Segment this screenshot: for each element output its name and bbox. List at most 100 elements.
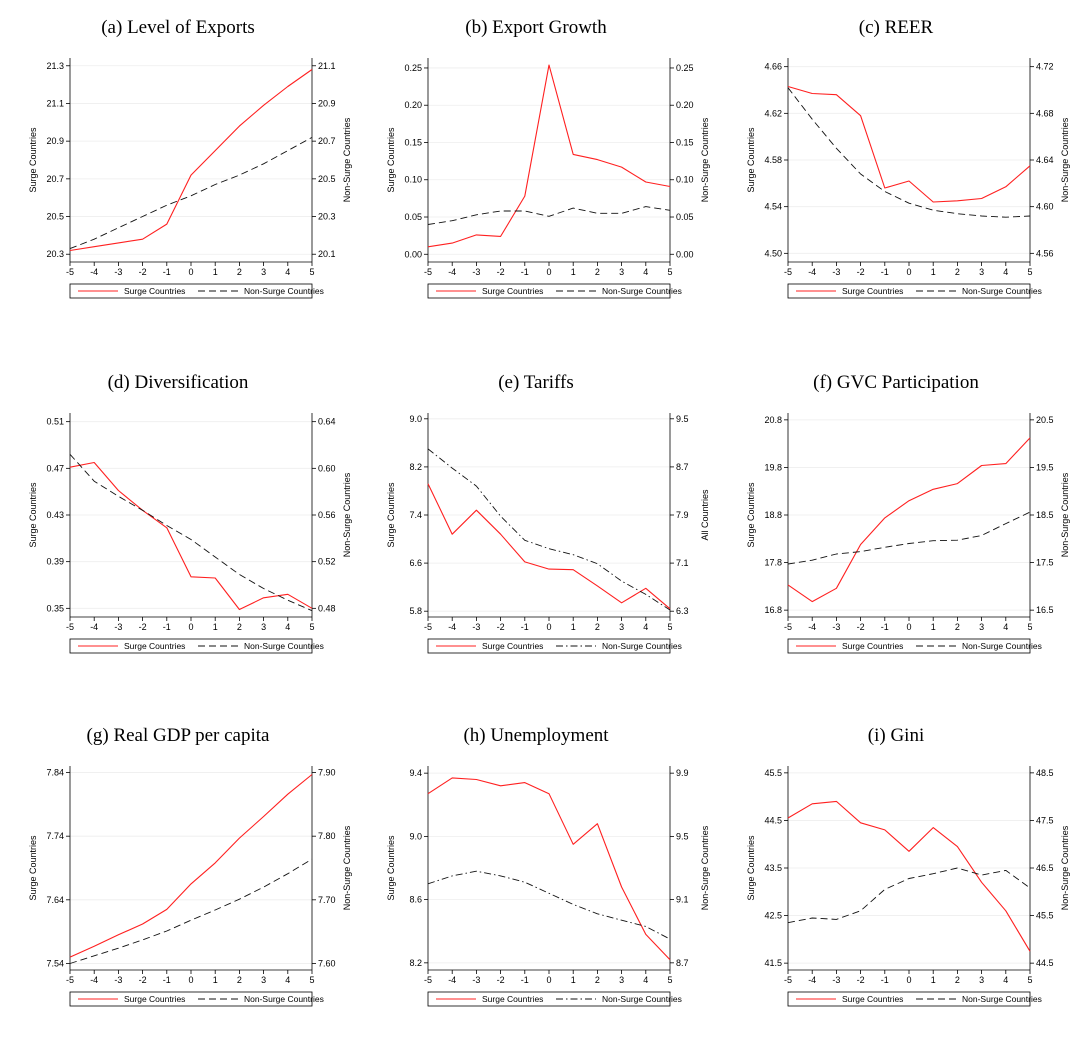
y-tick-label-right: 0.48 (318, 603, 336, 613)
y-tick-label-right: 44.5 (1036, 958, 1054, 968)
x-tick-label: -1 (163, 267, 171, 277)
y-tick-label-right: 7.60 (318, 958, 336, 968)
y-tick-label-left: 7.54 (46, 958, 64, 968)
y-tick-label-left: 41.5 (764, 958, 782, 968)
y-tick-label-left: 0.05 (404, 212, 422, 222)
chart-title: (h) Unemployment (463, 725, 609, 746)
chart-panel: (e) Tariffs 5.8 6.6 7.4 8.2 9.0 6.3 7.1 7.9 8.7 9.… (358, 355, 714, 690)
x-tick-label: -5 (424, 975, 432, 985)
x-tick-label: -4 (808, 267, 816, 277)
y-tick-label-left: 5.8 (409, 606, 422, 616)
series-line-nonsurge (69, 858, 313, 964)
legend-label-nonsurge: Non-Surge Countries (244, 286, 324, 296)
chart-panel: (g) Real GDP per capita 7.54 7.64 7.74 7.84 7… (0, 708, 356, 1043)
series-line-surge (69, 774, 313, 958)
x-tick-label: -5 (784, 622, 792, 632)
series-line-surge (427, 64, 671, 248)
y-tick-label-left: 8.6 (409, 895, 422, 905)
y-tick-label-left: 0.51 (46, 417, 64, 427)
chart-svg: (g) Real GDP per capita 7.54 7.64 7.74 7.84 7… (28, 725, 352, 1007)
y-tick-label-right: 20.7 (318, 136, 336, 146)
y-axis-title-left: Surge Countries (746, 482, 756, 548)
x-tick-label: -4 (90, 975, 98, 985)
y-axis-title-left: Surge Countries (386, 482, 396, 548)
y-tick-label-right: 7.9 (676, 510, 689, 520)
x-tick-label: -3 (472, 267, 480, 277)
legend-box (427, 283, 671, 299)
series-line-nonsurge (69, 453, 313, 612)
legend-label-surge: Surge Countries (842, 641, 903, 651)
chart-title: (i) Gini (868, 725, 924, 746)
legend-box (787, 638, 1031, 654)
legend-label-surge: Surge Countries (482, 994, 543, 1004)
legend-label-surge: Surge Countries (124, 641, 185, 651)
x-tick-label: -2 (857, 267, 865, 277)
x-tick-label: -1 (521, 975, 529, 985)
y-tick-label-right: 20.9 (318, 98, 336, 108)
series-line-nonsurge (69, 137, 313, 250)
x-tick-label: 3 (261, 622, 266, 632)
x-tick-label: 2 (955, 975, 960, 985)
series-line-surge (787, 800, 1031, 952)
x-tick-label: 5 (1027, 975, 1032, 985)
y-tick-label-right: 7.80 (318, 831, 336, 841)
x-tick-label: 2 (955, 267, 960, 277)
y-tick-label-left: 9.4 (409, 768, 422, 778)
series-line-surge (69, 461, 313, 611)
y-axis-title-left: Surge Countries (746, 127, 756, 193)
x-tick-label: -1 (881, 267, 889, 277)
x-tick-label: -3 (472, 622, 480, 632)
y-tick-label-right: 8.7 (676, 958, 689, 968)
y-tick-label-left: 20.7 (46, 174, 64, 184)
x-tick-label: -3 (832, 622, 840, 632)
y-axis-title-right: All Countries (700, 489, 710, 541)
series-line-surge (787, 437, 1031, 603)
x-tick-label: 1 (571, 267, 576, 277)
chart-title: (g) Real GDP per capita (87, 725, 270, 746)
x-tick-label: 2 (237, 622, 242, 632)
y-tick-label-right: 7.1 (676, 558, 689, 568)
y-tick-label-left: 8.2 (409, 462, 422, 472)
y-tick-label-right: 4.72 (1036, 62, 1054, 72)
x-tick-label: 1 (931, 267, 936, 277)
y-tick-label-left: 20.8 (764, 415, 782, 425)
chart-panel: (b) Export Growth 0.00 0.05 0.10 0.15 0.20 0.2… (358, 0, 714, 335)
y-tick-label-left: 4.62 (764, 108, 782, 118)
y-axis-title-left: Surge Countries (28, 835, 38, 901)
x-tick-label: -1 (163, 622, 171, 632)
y-tick-label-left: 0.15 (404, 137, 422, 147)
x-tick-label: 5 (309, 267, 314, 277)
x-tick-label: 5 (309, 622, 314, 632)
x-tick-label: 5 (309, 975, 314, 985)
chart-svg: (f) GVC Participation 16.8 17.8 18.8 19.8 20.… (746, 372, 1070, 654)
x-tick-label: 2 (595, 975, 600, 985)
y-axis-title-right: Non-Surge Countries (700, 117, 710, 202)
y-tick-label-left: 0.25 (404, 63, 422, 73)
y-tick-label-right: 48.5 (1036, 768, 1054, 778)
x-tick-label: 4 (643, 267, 648, 277)
x-tick-label: 0 (188, 267, 193, 277)
chart-panel: (i) Gini 41.5 42.5 43.5 44.5 45.5 44.5 45.5 46.5… (718, 708, 1074, 1043)
x-tick-label: -3 (114, 267, 122, 277)
x-tick-label: -2 (497, 267, 505, 277)
chart-svg: (d) Diversification 0.35 0.39 0.43 0.47 0.51 0… (28, 372, 352, 654)
x-tick-label: -3 (114, 975, 122, 985)
y-tick-label-left: 20.3 (46, 249, 64, 259)
legend-box (69, 283, 313, 299)
y-tick-label-left: 0.10 (404, 175, 422, 185)
y-tick-label-right: 20.1 (318, 249, 336, 259)
chart-panel: (c) REER 4.50 4.54 4.58 4.62 4.66 4.56 4.60 4.64… (718, 0, 1074, 335)
chart-title: (f) GVC Participation (813, 372, 979, 393)
y-tick-label-right: 6.3 (676, 606, 689, 616)
y-tick-label-right: 20.5 (1036, 415, 1054, 425)
y-axis-title-right: Non-Surge Countries (1060, 472, 1070, 557)
y-tick-label-right: 9.1 (676, 895, 689, 905)
x-tick-label: -4 (808, 975, 816, 985)
x-tick-label: -5 (66, 622, 74, 632)
x-tick-label: 1 (571, 975, 576, 985)
x-tick-label: -3 (832, 975, 840, 985)
x-tick-label: 1 (213, 267, 218, 277)
legend-label-nonsurge: Non-Surge Countries (244, 641, 324, 651)
x-tick-label: -5 (66, 267, 74, 277)
x-tick-label: 3 (979, 267, 984, 277)
